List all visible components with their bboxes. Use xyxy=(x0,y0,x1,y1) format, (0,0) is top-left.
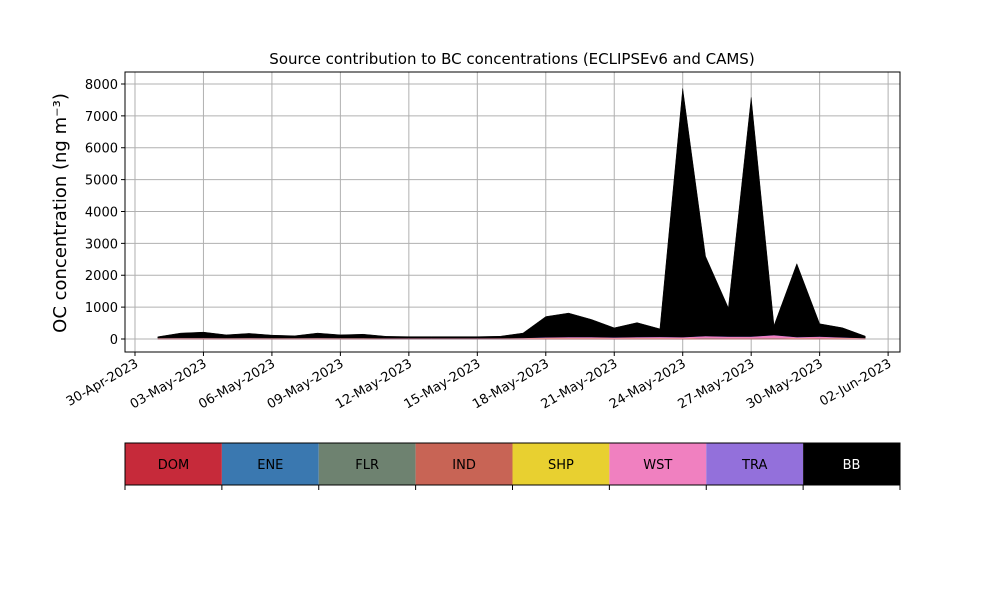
legend-swatch xyxy=(318,443,416,485)
x-tick-label: 02-Jun-2023 xyxy=(817,356,894,409)
x-tick-label: 15-May-2023 xyxy=(402,356,484,412)
y-tick-label: 0 xyxy=(110,333,118,348)
y-axis-label: OC concentration (ng m⁻³) xyxy=(50,93,71,333)
chart-title: Source contribution to BC concentrations… xyxy=(269,50,754,68)
x-tick-label: 09-May-2023 xyxy=(265,356,347,412)
plot-frame xyxy=(124,71,901,353)
legend-swatch xyxy=(609,443,707,485)
y-tick-label: 7000 xyxy=(85,110,118,125)
y-tick-label: 4000 xyxy=(85,205,118,220)
legend-swatch xyxy=(125,443,222,485)
area xyxy=(157,88,866,339)
legend-label: BB xyxy=(843,458,861,473)
x-tick-label: 30-May-2023 xyxy=(744,356,826,412)
y-tick-label: 5000 xyxy=(85,174,118,189)
x-tick-label: 24-May-2023 xyxy=(607,356,689,412)
legend-label: DOM xyxy=(158,458,189,473)
legend-swatch xyxy=(803,443,900,485)
x-tick-label: 06-May-2023 xyxy=(196,356,278,412)
legend-label: IND xyxy=(452,458,476,473)
y-tick-label: 6000 xyxy=(85,142,118,157)
legend-swatch xyxy=(512,443,610,485)
legend-frame xyxy=(124,442,901,486)
legend-swatch xyxy=(221,443,319,485)
x-tick-label: 21-May-2023 xyxy=(539,356,621,412)
x-tick-label: 03-May-2023 xyxy=(128,356,210,412)
y-tick-label: 3000 xyxy=(85,237,118,252)
legend-label: FLR xyxy=(355,458,379,473)
y-tick-label: 1000 xyxy=(85,301,118,316)
legend-label: SHP xyxy=(548,458,574,473)
legend-label: TRA xyxy=(741,458,767,473)
x-tick-label: 12-May-2023 xyxy=(333,356,415,412)
y-tick-label: 2000 xyxy=(85,269,118,284)
x-tick-label: 27-May-2023 xyxy=(676,356,758,412)
x-tick-label: 18-May-2023 xyxy=(470,356,552,412)
legend-label: ENE xyxy=(257,458,283,473)
legend-label: WST xyxy=(643,458,672,473)
legend-swatch xyxy=(706,443,804,485)
y-tick-label: 8000 xyxy=(85,78,118,93)
legend-swatch xyxy=(415,443,513,485)
